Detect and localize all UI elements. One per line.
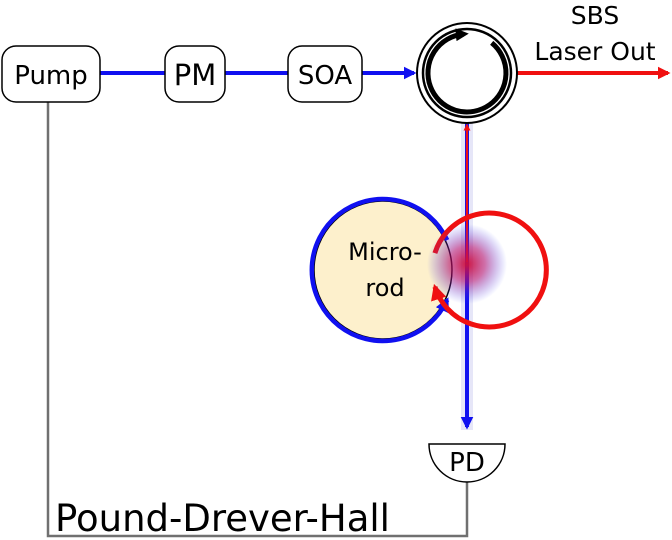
- microrod-label-line1: Micro-: [348, 238, 422, 266]
- feedback-line: [43, 80, 469, 538]
- circulator: [416, 22, 518, 124]
- output-label-line2: Laser Out: [534, 37, 655, 66]
- pm-label: PM: [174, 58, 217, 92]
- photodetector: PD: [428, 443, 506, 483]
- soa-label: SOA: [298, 61, 353, 91]
- pm-box: PM: [164, 45, 226, 103]
- circulator-arrow-icon: [425, 28, 509, 115]
- pump-label: Pump: [14, 61, 88, 91]
- microrod-red-mode: [431, 210, 549, 330]
- soa-box: SOA: [287, 45, 363, 103]
- output-label-line1: SBS: [571, 1, 619, 30]
- microrod-label-line2: rod: [365, 274, 404, 302]
- coupling-glow: [427, 224, 507, 304]
- microrod-blue-mode: [309, 196, 450, 344]
- feedback-label: Pound-Drever-Hall: [55, 497, 390, 540]
- photodetector-label: PD: [449, 448, 485, 478]
- pump-box: Pump: [1, 45, 101, 103]
